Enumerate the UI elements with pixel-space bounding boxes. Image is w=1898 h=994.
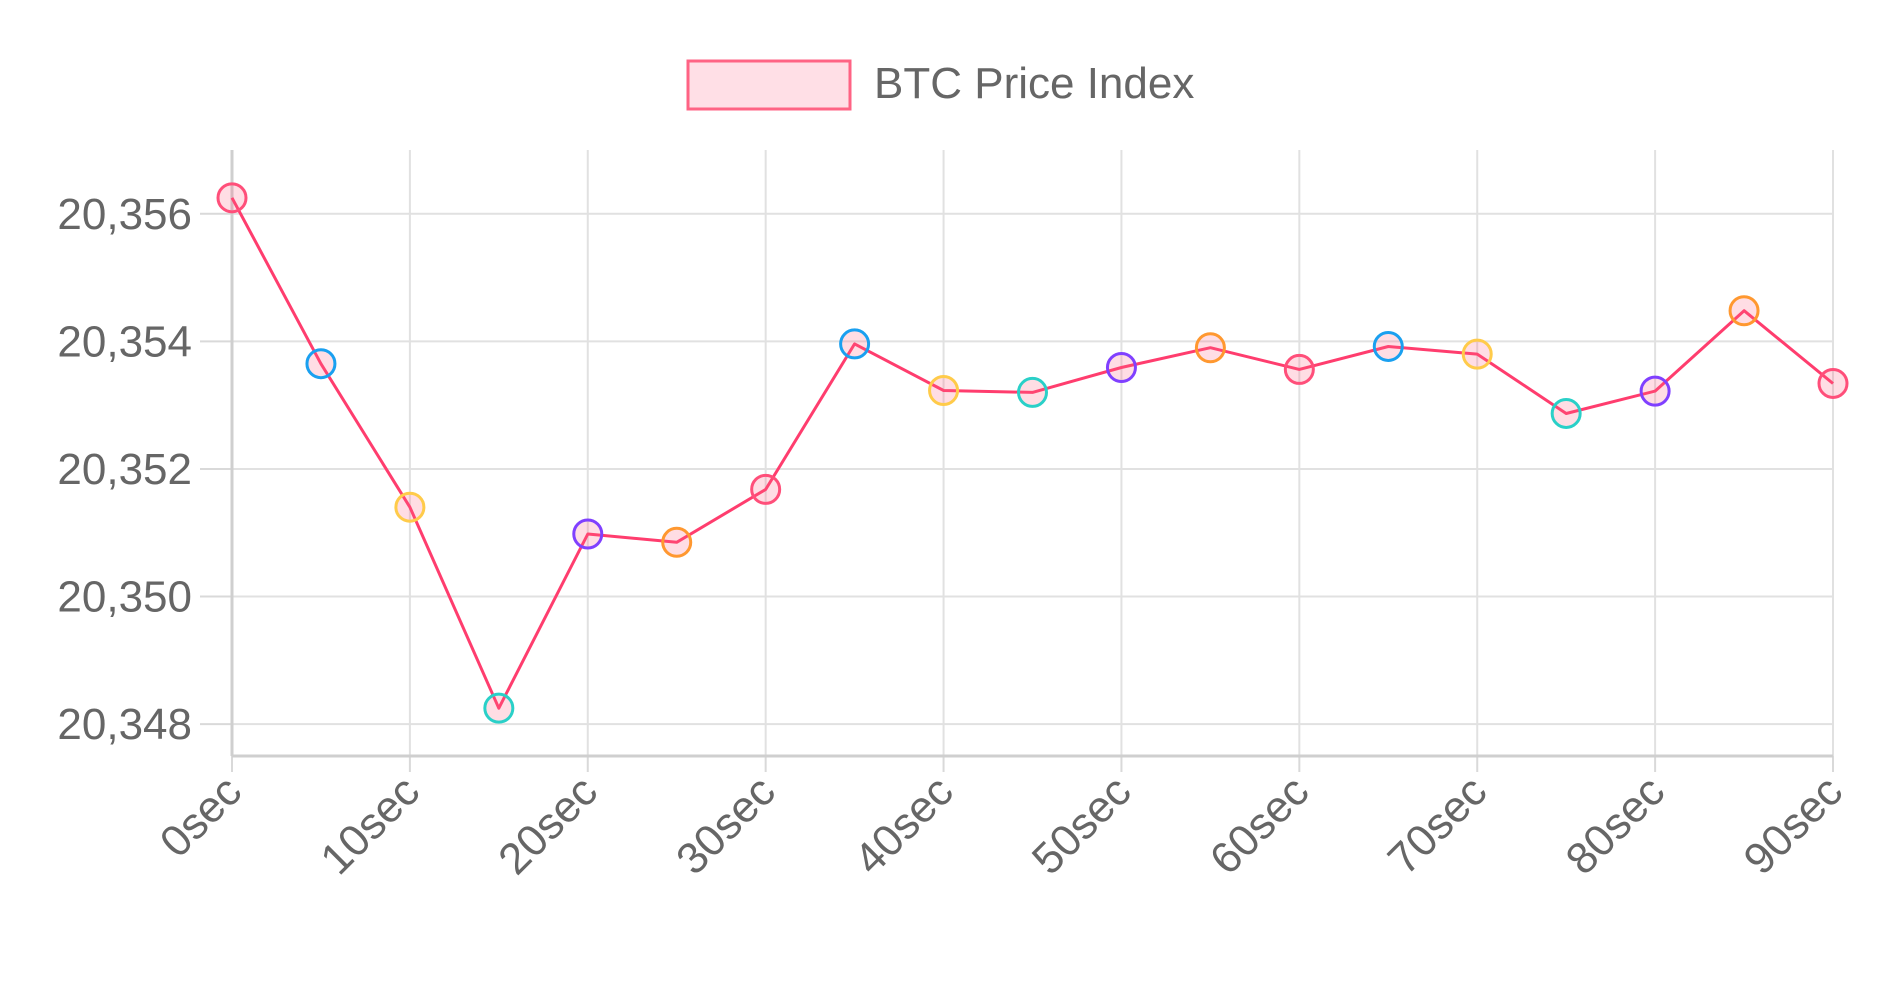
y-tick-label: 20,354 <box>57 317 192 366</box>
data-point[interactable] <box>1461 338 1493 370</box>
x-tick-label: 30sec <box>667 766 785 884</box>
data-point[interactable] <box>1105 352 1137 384</box>
x-tick-label: 60sec <box>1201 766 1319 884</box>
data-point[interactable] <box>661 526 693 558</box>
x-tick-label: 0sec <box>151 766 251 866</box>
y-tick-label: 20,352 <box>57 445 192 494</box>
y-tick-label: 20,348 <box>57 700 192 749</box>
y-tick-label: 20,350 <box>57 573 192 622</box>
axis-layer: 20,356 20,354 20,352 20,350 20,348 0sec 10sec 2… <box>57 150 1852 884</box>
legend-label[interactable]: BTC Price Index <box>874 59 1194 108</box>
data-point[interactable] <box>1728 295 1760 327</box>
y-tick-label: 20,356 <box>57 190 192 239</box>
data-point[interactable] <box>394 491 426 523</box>
data-point[interactable] <box>572 518 604 550</box>
x-tick-label: 20sec <box>489 766 607 884</box>
series-layer <box>216 182 1849 724</box>
series-line <box>230 197 1834 710</box>
data-point[interactable] <box>216 182 248 214</box>
data-point[interactable] <box>839 328 871 360</box>
x-tick-label: 10sec <box>311 766 429 884</box>
data-point[interactable] <box>305 348 337 380</box>
data-point[interactable] <box>1283 353 1315 385</box>
x-tick-label: 70sec <box>1379 766 1497 884</box>
data-point[interactable] <box>1017 376 1048 408</box>
grid-layer <box>231 150 1834 756</box>
data-point[interactable] <box>750 473 782 505</box>
data-point[interactable] <box>483 692 515 724</box>
x-tick-label: 80sec <box>1557 766 1675 884</box>
data-point[interactable] <box>1372 330 1404 362</box>
legend-swatch[interactable] <box>686 59 852 111</box>
data-point[interactable] <box>1550 397 1582 429</box>
data-point[interactable] <box>1194 332 1226 364</box>
legend[interactable]: BTC Price Index <box>686 59 1194 111</box>
x-tick-label: 40sec <box>845 766 963 884</box>
x-tick-label: 90sec <box>1734 766 1852 884</box>
data-point[interactable] <box>1639 375 1671 407</box>
data-point[interactable] <box>928 374 960 406</box>
data-point[interactable] <box>1817 367 1849 399</box>
x-tick-label: 50sec <box>1023 766 1141 884</box>
